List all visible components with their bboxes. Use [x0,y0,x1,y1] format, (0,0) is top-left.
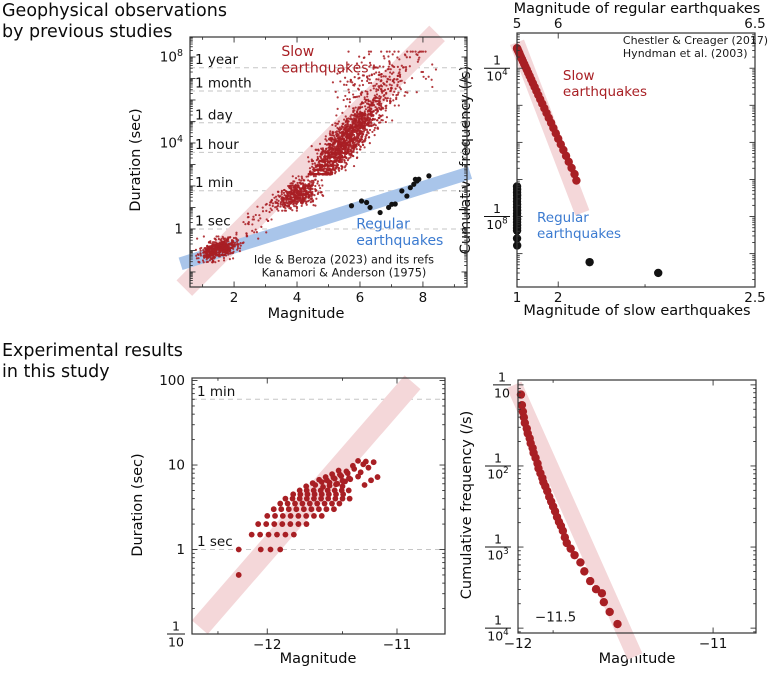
svg-text:4: 4 [293,290,302,306]
plot-frame [191,377,446,635]
axis-ticks: −12 −11 [192,378,445,653]
svg-text:1 month: 1 month [195,75,252,91]
svg-text:−11: −11 [699,636,728,652]
svg-text:1: 1 [174,221,183,237]
svg-text:6: 6 [554,16,563,32]
annotation: Chestler & Creager (2017) Hyndman et al. … [623,34,768,60]
annotation: Ide & Beroza (2023) and its refs Kanamori… [254,253,434,279]
gridline-labels: 1 min 1 sec [197,384,235,550]
svg-text:−12: −12 [253,637,282,653]
axis-title-magnitude-regular: Magnitude of regular earthquakes [513,1,761,17]
svg-text:8: 8 [419,290,428,306]
svg-text:104: 104 [160,134,183,152]
svg-text:1: 1 [176,542,185,558]
section-title-experiment: Experimental results in this study [2,341,183,382]
svg-text:1 day: 1 day [195,107,233,123]
laboratory-slow-earthquakes-points [516,390,622,629]
tremor-striations [307,151,349,176]
svg-text:10: 10 [168,635,184,650]
svg-text:108: 108 [160,48,183,66]
axis-ticks: 1 2 2.5 5 6 6.5 [513,16,766,306]
plot-frame [516,32,756,288]
panel-duration-observations: 1 year 1 month 1 day 1 hour 1 min 1 sec 2 4 6 8 10… [160,25,473,306]
svg-text:104: 104 [486,68,508,84]
trend-bands [191,375,421,635]
svg-text:2.5: 2.5 [744,290,765,306]
slow-earthquakes-points [512,44,581,185]
svg-text:1 hour: 1 hour [195,137,239,153]
gridline-labels: 1 year 1 month 1 day 1 hour 1 min 1 sec [195,52,252,229]
annotation: Regular earthquakes [356,216,443,249]
svg-text:−11: −11 [383,637,412,653]
svg-text:1: 1 [493,53,501,68]
trend-bands [506,381,643,660]
svg-text:6.5: 6.5 [744,16,765,32]
svg-text:1 year: 1 year [195,52,238,68]
svg-text:1: 1 [494,613,502,628]
svg-text:1 sec: 1 sec [197,534,233,550]
svg-text:1: 1 [493,201,501,216]
svg-text:1 min: 1 min [197,384,235,400]
svg-text:−12: −12 [504,636,533,652]
laboratory-duration-rows [248,487,353,553]
svg-text:103: 103 [487,547,508,563]
annotation: Regular earthquakes [537,210,621,242]
plot-frame [517,379,757,634]
annotation: Slow earthquakes [281,44,368,77]
axis-title-magnitude-slow: Magnitude of slow earthquakes [523,303,751,319]
annotations: Chestler & Creager (2017) Hyndman et al. … [537,34,768,242]
svg-text:1: 1 [494,450,502,465]
svg-text:2: 2 [554,290,563,306]
svg-text:108: 108 [486,217,507,233]
slow-earthquake-band [191,375,421,635]
svg-text:2: 2 [230,290,239,306]
svg-text:102: 102 [487,466,508,482]
slow-earthquake-clusters [194,50,438,264]
y-axis-labels: 108 104 1 [160,48,183,237]
annotation: Slow earthquakes [563,68,647,100]
svg-text:1: 1 [513,290,522,306]
axis-title-magnitude-experiment-right: Magnitude [598,651,676,667]
laboratory-slow-earthquakes-points [235,457,381,578]
svg-text:10: 10 [494,385,510,400]
slow-earthquake-band [506,381,643,660]
axis-ticks: 2 4 6 8 [190,37,467,306]
annotation: −11.5 [535,610,576,626]
svg-text:1: 1 [498,369,506,384]
svg-text:6: 6 [356,290,365,306]
annotations: −11.5 [535,610,576,626]
svg-text:10: 10 [168,458,185,474]
annotations: Slow earthquakes Regular earthquakes Ide & B… [254,44,443,280]
svg-text:1: 1 [172,619,180,634]
axis-title-magnitude-experiment-left: Magnitude [279,651,357,667]
svg-text:1: 1 [494,532,502,547]
axis-title-magnitude-observations: Magnitude [267,306,345,322]
svg-text:1 sec: 1 sec [195,213,231,229]
section-title-observations: Geophysical observations by previous stu… [2,1,227,42]
svg-text:5: 5 [513,16,522,32]
svg-text:1 min: 1 min [195,175,233,191]
gridlines [192,398,445,551]
regular-earthquakes-points [348,173,432,216]
svg-text:100: 100 [159,373,185,389]
axis-ticks: −12 −11 [504,380,756,652]
